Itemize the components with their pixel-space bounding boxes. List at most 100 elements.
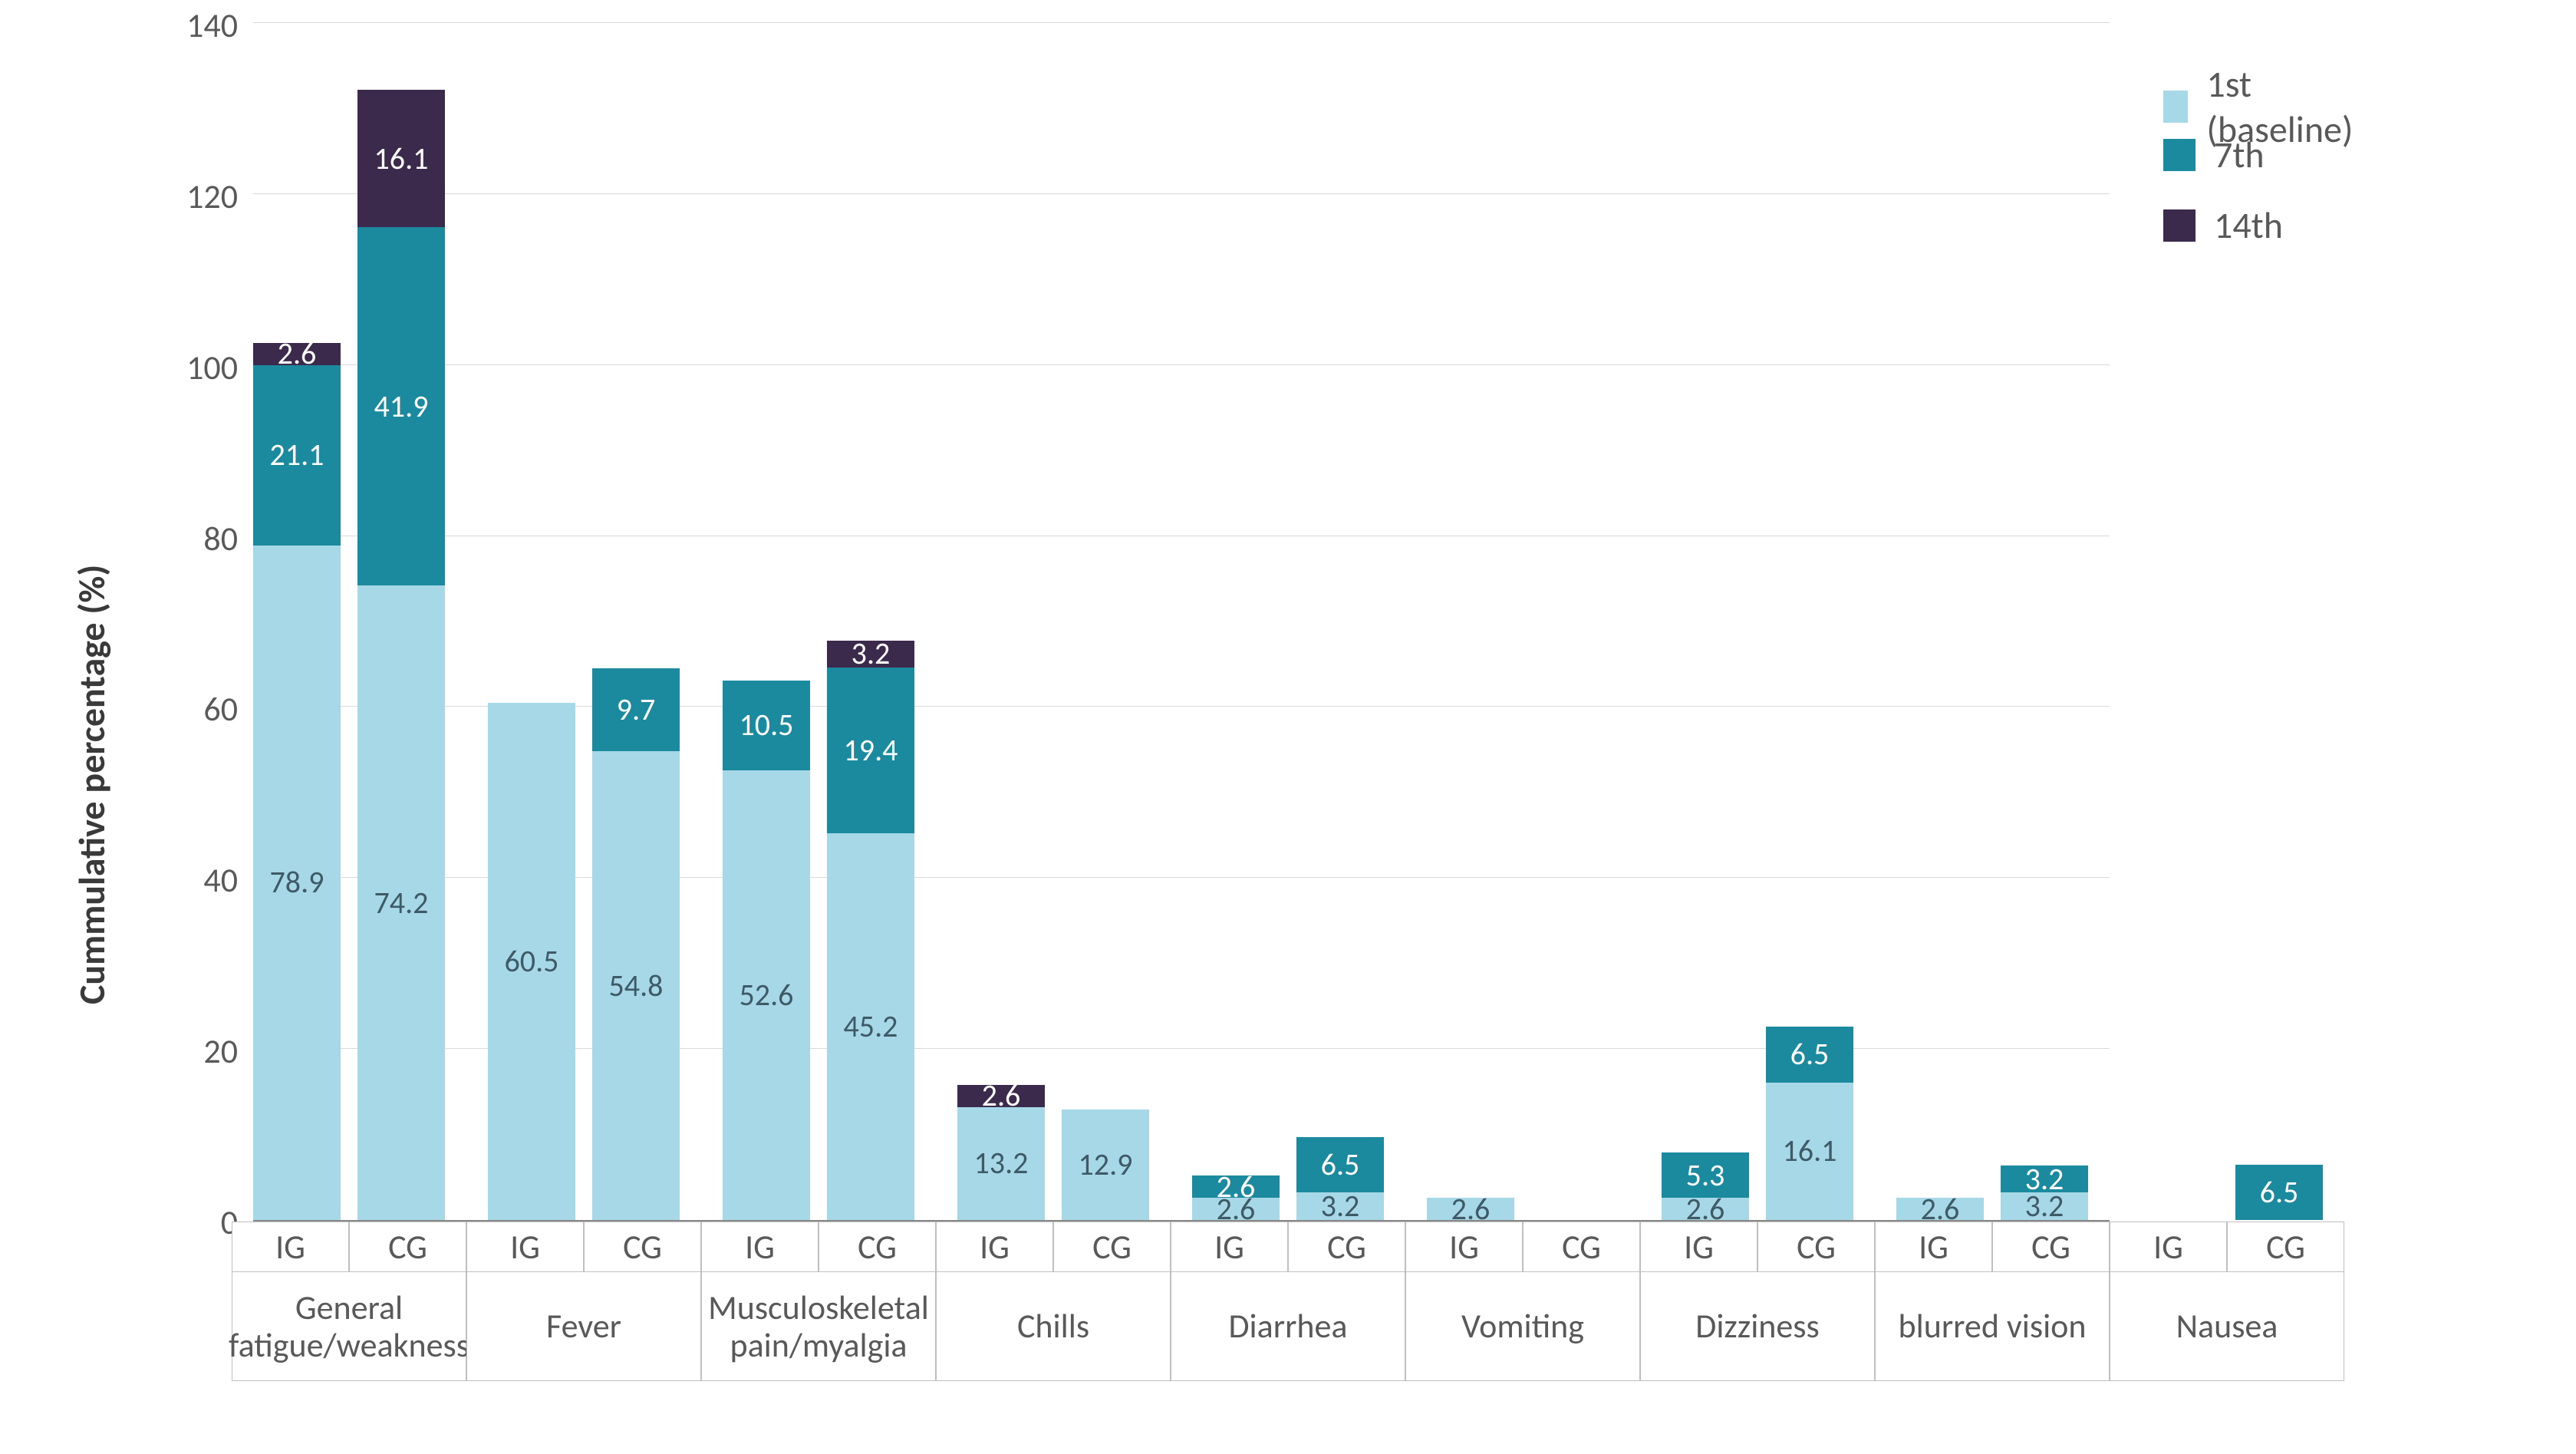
bar-segment: 2.6	[1662, 1198, 1749, 1220]
x-category-label: Nausea	[2110, 1272, 2344, 1381]
x-category-label: Vomiting	[1405, 1272, 1640, 1381]
x-category-label: Chills	[936, 1272, 1171, 1381]
x-category-label: Fever	[466, 1272, 701, 1381]
bar-segment: 78.9	[253, 546, 341, 1220]
x-subgroup-label: IG	[936, 1222, 1053, 1272]
bar-segment: 2.6	[1427, 1198, 1514, 1220]
x-subgroup-label: IG	[1640, 1222, 1757, 1272]
legend-swatch	[2163, 209, 2196, 242]
bar: 16.1 6.5	[1766, 1027, 1853, 1220]
bar: 2.6	[1896, 1198, 1984, 1220]
x-category-label: Musculoskeletal pain/myalgia	[701, 1272, 936, 1381]
x-subgroup-label: CG	[2227, 1222, 2344, 1272]
bar: 2.62.6	[1192, 1175, 1280, 1220]
bar-segment: 6.5	[2235, 1165, 2323, 1220]
bar: 2.6	[1427, 1198, 1514, 1220]
bar-segment: 60.5	[488, 703, 575, 1220]
x-subgroup-label: CG	[584, 1222, 701, 1272]
bar-value-label: 3.2	[2025, 1164, 2064, 1195]
bar-segment: 2.6	[1896, 1198, 1984, 1220]
bar: 13.22.6	[957, 1085, 1045, 1220]
bar-segment: 52.6	[723, 770, 810, 1220]
bar-value-label: 74.2	[374, 888, 429, 918]
bar-segment: 3.2	[2001, 1166, 2088, 1193]
bar-segment: 16.1	[1766, 1083, 1853, 1220]
bar-segment: 2.6	[1192, 1175, 1280, 1198]
x-subgroup-label: IG	[701, 1222, 819, 1272]
bar: 2.65.3	[1662, 1152, 1749, 1220]
plot-area: 78.9 21.1 2.6 74.2 41.9 16.1 60.5 54.8 9.7 52.6 10…	[253, 23, 2110, 1222]
y-tick: 0	[153, 1202, 238, 1243]
legend-item: 7th	[2163, 132, 2265, 177]
y-tick: 140	[153, 5, 238, 46]
bar-segment: 12.9	[1062, 1109, 1149, 1220]
bar-value-label: 2.6	[982, 1080, 1021, 1111]
bar: 6.5	[2235, 1165, 2323, 1220]
bar-segment: 9.7	[592, 668, 680, 751]
y-axis-label: Cummulative percentage (%)	[69, 565, 114, 1004]
legend-label: 7th	[2214, 132, 2265, 177]
x-subgroup-label: IG	[232, 1222, 349, 1272]
x-subgroup-label: CG	[349, 1222, 466, 1272]
bar-segment: 45.2	[827, 833, 914, 1220]
bar-value-label: 41.9	[374, 391, 429, 422]
bar-value-label: 45.2	[844, 1011, 898, 1042]
bar-value-label: 19.4	[844, 735, 898, 766]
x-subgroup-label: IG	[466, 1222, 584, 1272]
bar-value-label: 3.2	[1321, 1191, 1360, 1222]
x-subgroup-label: CG	[1053, 1222, 1171, 1272]
y-tick: 60	[153, 688, 238, 730]
x-category-label: General fatigue/weakness	[232, 1272, 466, 1381]
bar-value-label: 2.6	[278, 338, 317, 369]
bar-value-label: 6.5	[2260, 1177, 2299, 1208]
bar-value-label: 2.6	[1686, 1194, 1725, 1225]
bar-segment: 6.5	[1296, 1137, 1384, 1192]
y-tick: 80	[153, 518, 238, 559]
bar-segment: 16.1	[357, 90, 445, 227]
bar: 74.2 41.9 16.1	[357, 90, 445, 1220]
bar: 3.23.2	[2001, 1166, 2088, 1220]
bar-value-label: 6.5	[1790, 1039, 1830, 1070]
x-subgroup-label: IG	[2110, 1222, 2227, 1272]
x-category-label: Dizziness	[1640, 1272, 1875, 1381]
bar-segment: 21.1	[253, 365, 341, 546]
grid-line	[253, 193, 2110, 194]
x-subgroup-label: CG	[1523, 1222, 1640, 1272]
bar-value-label: 52.6	[740, 980, 794, 1011]
bar-segment: 3.2	[1296, 1192, 1384, 1220]
bar: 78.921.12.6	[253, 343, 341, 1220]
bar: 3.26.5	[1296, 1137, 1384, 1220]
bar-value-label: 16.1	[374, 143, 429, 174]
bar-value-label: 54.8	[609, 971, 664, 1001]
bar-segment: 41.9	[357, 227, 445, 585]
x-axis: IGCGGeneral fatigue/weaknessIGCGFeverIGC…	[253, 1222, 2110, 1381]
bar-value-label: 2.6	[1921, 1194, 1960, 1225]
bar-segment: 2.6	[957, 1085, 1045, 1107]
x-subgroup-label: IG	[1171, 1222, 1288, 1272]
x-subgroup-label: IG	[1875, 1222, 1992, 1272]
y-tick: 40	[153, 859, 238, 901]
bar: 60.5	[488, 703, 575, 1220]
bar-segment: 13.2	[957, 1107, 1045, 1220]
bar-segment: 74.2	[357, 585, 445, 1220]
legend-swatch	[2163, 91, 2188, 123]
legend-label: 14th	[2214, 203, 2283, 248]
x-category-label: Diarrhea	[1171, 1272, 1405, 1381]
x-subgroup-label: CG	[1288, 1222, 1405, 1272]
x-category-label: blurred vision	[1875, 1272, 2110, 1381]
bar-segment: 10.5	[723, 681, 810, 770]
bar: 54.8 9.7	[592, 668, 680, 1220]
y-tick: 20	[153, 1030, 238, 1072]
bar-segment: 6.5	[1766, 1027, 1853, 1082]
bar: 45.2 19.4 3.2	[827, 641, 914, 1220]
y-tick: 100	[153, 347, 238, 388]
bar-value-label: 60.5	[505, 946, 559, 977]
bar-value-label: 78.9	[270, 867, 324, 898]
bar: 52.6 10.5	[723, 681, 810, 1220]
bar-value-label: 21.1	[270, 440, 324, 470]
bar-segment: 54.8	[592, 751, 680, 1220]
bar-value-label: 16.1	[1783, 1136, 1837, 1166]
x-subgroup-label: CG	[819, 1222, 936, 1272]
bar-segment: 5.3	[1662, 1152, 1749, 1198]
bar-value-label: 3.2	[852, 638, 891, 669]
